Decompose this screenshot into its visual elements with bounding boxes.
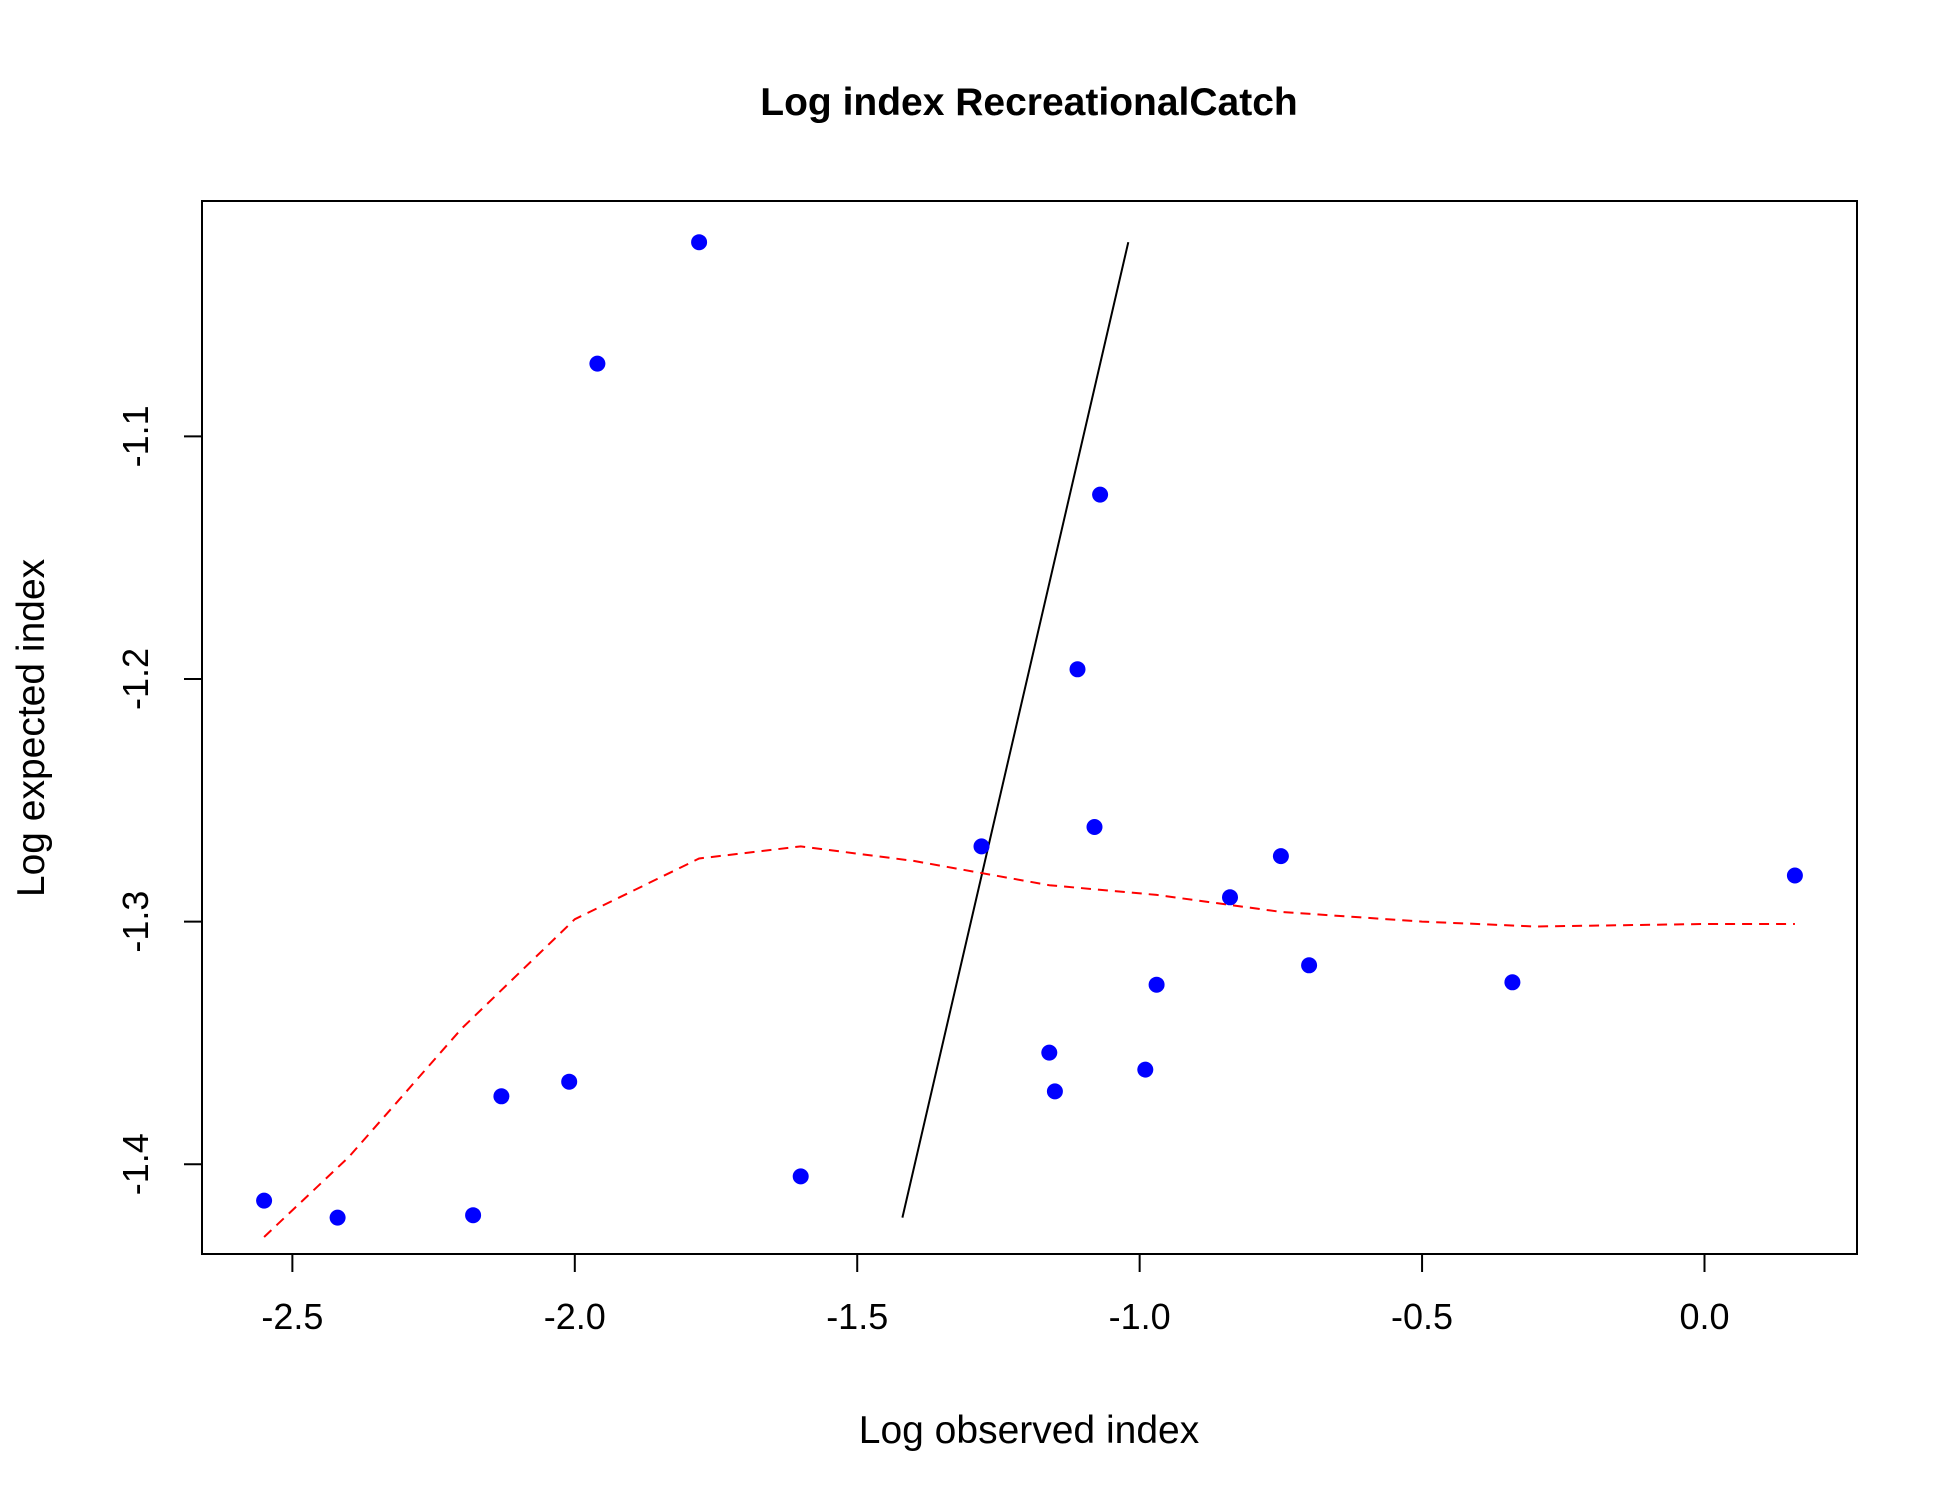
- data-point: [589, 355, 606, 372]
- y-axis: -1.1 -1.2 -1.3 -1.4: [115, 405, 203, 1195]
- y-tick-label: -1.1: [115, 405, 156, 467]
- data-point: [493, 1088, 510, 1105]
- plot-frame: [201, 200, 1858, 1255]
- x-tick-label: -1.0: [1109, 1296, 1171, 1337]
- x-axis-label: Log observed index: [859, 1409, 1200, 1452]
- data-point: [1092, 486, 1109, 503]
- x-tick-label: -1.5: [826, 1296, 888, 1337]
- data-point: [1069, 661, 1086, 678]
- data-point: [465, 1207, 482, 1224]
- y-axis-label: Log expected index: [10, 558, 53, 897]
- data-point: [1222, 889, 1238, 906]
- y-tick-label: -1.4: [115, 1133, 156, 1195]
- data-point: [1046, 1083, 1063, 1100]
- x-axis: -2.5 -2.0 -1.5 -1.0 -0.5 0.0: [261, 1253, 1730, 1337]
- data-point: [1086, 819, 1103, 835]
- data-point: [256, 1192, 273, 1209]
- data-point: [1504, 974, 1521, 991]
- plot-area: [256, 234, 1803, 1238]
- one-to-one-line: [901, 241, 1130, 1218]
- data-point: [1137, 1061, 1154, 1078]
- x-tick-label: -2.5: [261, 1296, 323, 1337]
- data-point: [1786, 867, 1803, 884]
- data-point: [1301, 957, 1318, 974]
- data-point: [1148, 976, 1165, 993]
- data-point: [1041, 1044, 1058, 1061]
- smoother-line-dashed: [263, 845, 1795, 1238]
- x-tick-label: 0.0: [1679, 1296, 1729, 1337]
- x-tick-label: -0.5: [1391, 1296, 1453, 1337]
- data-point: [329, 1209, 346, 1226]
- data-point: [1272, 848, 1289, 865]
- data-point: [561, 1073, 578, 1090]
- data-point: [973, 838, 990, 855]
- y-tick-label: -1.2: [115, 648, 156, 710]
- x-tick-label: -2.0: [544, 1296, 606, 1337]
- y-tick-label: -1.3: [115, 891, 156, 953]
- data-point: [792, 1168, 809, 1185]
- chart-title: Log index RecreationalCatch: [760, 81, 1297, 124]
- data-point: [691, 234, 708, 251]
